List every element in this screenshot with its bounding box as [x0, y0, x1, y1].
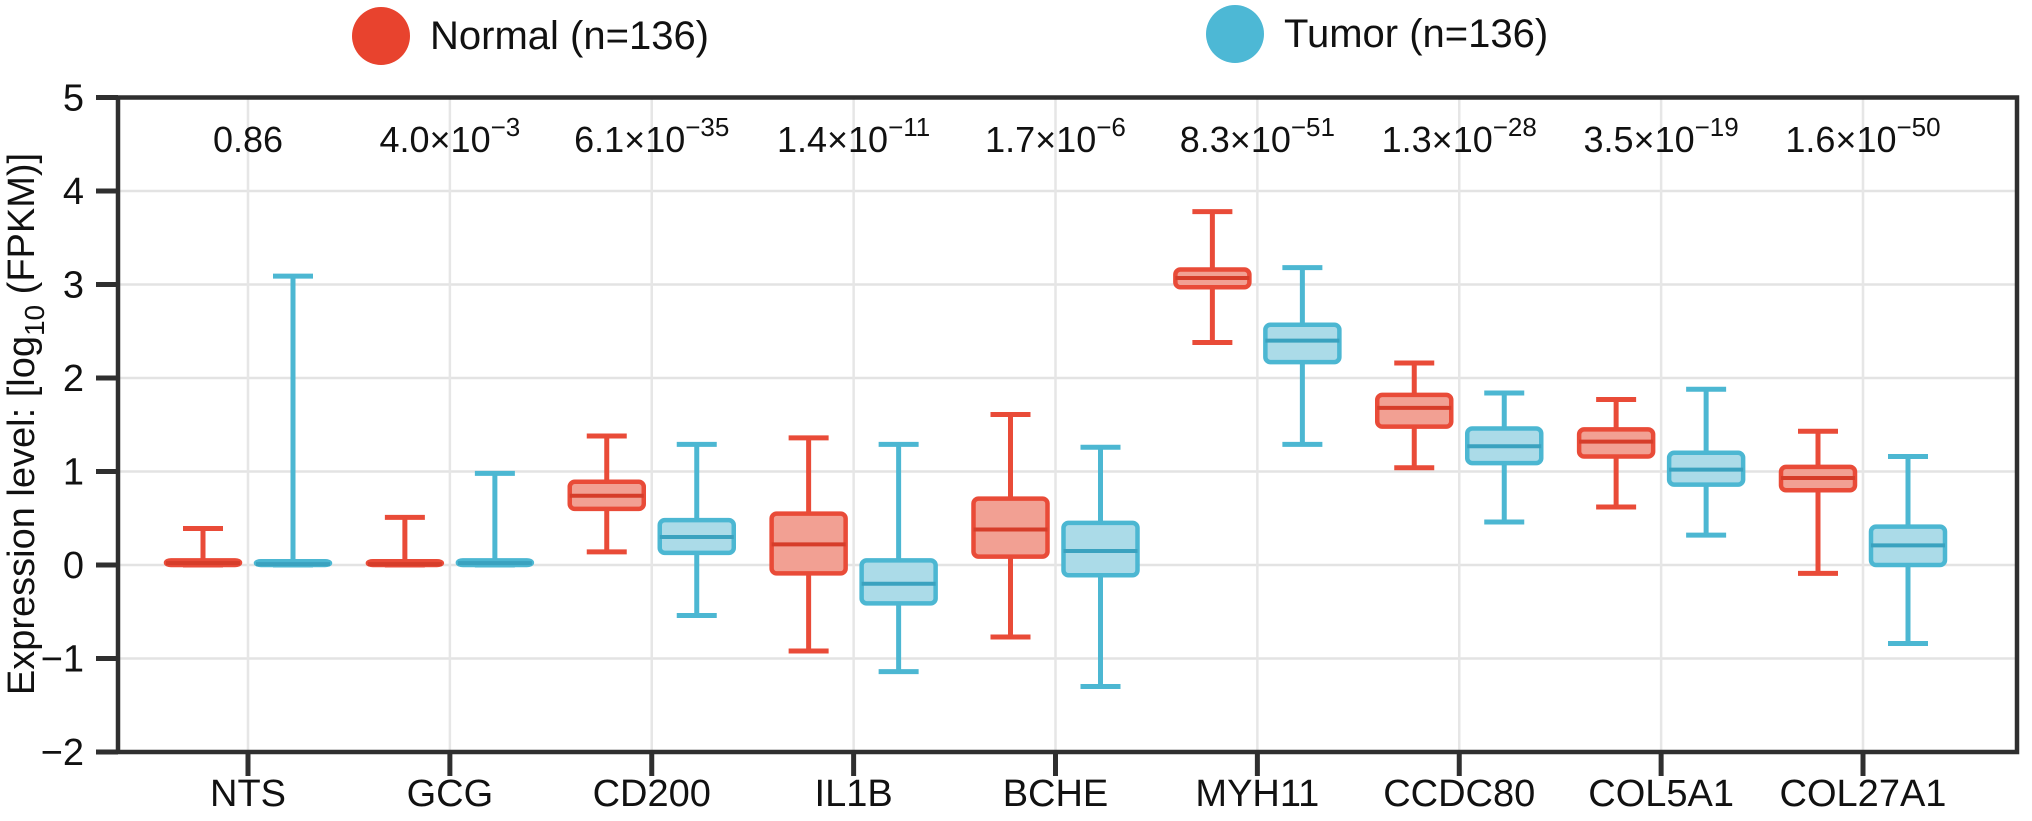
gene-label: GCG: [407, 773, 494, 815]
legend-item-normal: Normal (n=136): [352, 4, 709, 68]
box-CCDC80-tumor: [1465, 390, 1544, 525]
gridlines: [118, 97, 2017, 752]
legend-label-normal: Normal (n=136): [430, 13, 710, 58]
p-value-label: 1.6×10−50: [1785, 112, 1940, 160]
p-value-label: 1.7×10−6: [985, 112, 1126, 160]
y-tick-label: 1: [63, 452, 84, 494]
plot-frame: [115, 95, 2020, 755]
tumor-circle-icon: [1206, 5, 1264, 63]
box-NTS-normal: [163, 526, 243, 568]
x-axis: NTS GCG CD200 IL1B BCHE MYH11 CCDC80 COL5A1 COL2…: [210, 754, 1946, 815]
y-tick-label: 3: [63, 265, 84, 307]
legend-label-tumor: Tumor (n=136): [1284, 11, 1549, 56]
box-BCHE-tumor: [1061, 444, 1140, 690]
gene-label: COL27A1: [1780, 773, 1947, 815]
box-COL27A1-normal: [1778, 428, 1858, 576]
y-tick-label: −2: [41, 732, 84, 774]
box-CCDC80-normal: [1375, 360, 1454, 471]
box-CD200-tumor: [657, 441, 736, 618]
gene-label: COL5A1: [1588, 773, 1734, 815]
box-COL5A1-normal: [1576, 397, 1656, 510]
p-value-label: 0.86: [213, 119, 283, 160]
p-value-label: 3.5×10−19: [1584, 112, 1739, 160]
box-COL5A1-tumor: [1666, 386, 1746, 538]
normal-circle-icon: [352, 7, 410, 65]
box-MYH11-normal: [1173, 209, 1252, 345]
p-value-label: 6.1×10−35: [574, 112, 729, 160]
box-BCHE-normal: [971, 411, 1050, 640]
y-axis: 5 4 3 2 1 0 −1 −2: [41, 78, 118, 774]
y-tick-label: 0: [63, 545, 84, 587]
y-tick-label: 2: [63, 358, 84, 400]
box-IL1B-normal: [769, 435, 848, 654]
gene-label: CD200: [593, 773, 711, 815]
p-value-label: 1.4×10−11: [777, 112, 930, 160]
y-axis-title: Expression level: [log10 (FPKM)]: [1, 153, 50, 695]
y-tick-label: 5: [63, 78, 84, 120]
y-tick-label: 4: [63, 171, 84, 213]
p-value-label: 8.3×10−51: [1180, 112, 1335, 160]
box-CD200-normal: [567, 433, 646, 555]
legend-item-tumor: Tumor (n=136): [1206, 2, 1548, 66]
gene-label: NTS: [210, 773, 286, 815]
box-NTS-tumor: [253, 273, 333, 568]
box-COL27A1-tumor: [1868, 454, 1948, 647]
gene-label: IL1B: [815, 773, 893, 815]
box-IL1B-tumor: [859, 441, 938, 675]
box-GCG-normal: [365, 514, 445, 568]
p-value-label: 1.3×10−28: [1382, 112, 1537, 160]
gene-label: BCHE: [1003, 773, 1109, 815]
box-GCG-tumor: [455, 470, 535, 568]
box-MYH11-tumor: [1263, 265, 1342, 447]
gene-label: MYH11: [1195, 773, 1319, 815]
p-values: 0.86 4.0×10−3 6.1×10−35 1.4×10−11 1.7×10−6 8.…: [213, 112, 1941, 160]
gene-label: CCDC80: [1383, 773, 1535, 815]
p-value-label: 4.0×10−3: [379, 112, 520, 160]
chart-legend: Normal (n=136) Tumor (n=136): [0, 0, 2032, 70]
y-tick-label: −1: [41, 639, 84, 681]
